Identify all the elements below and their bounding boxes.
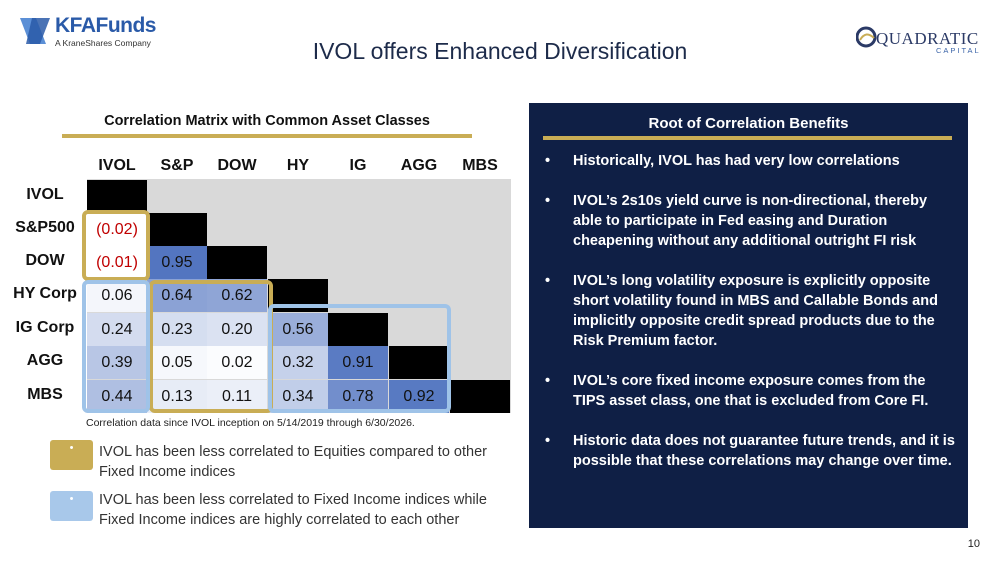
page-number: 10	[967, 538, 980, 550]
benefit-item: IVOL’s long volatility exposure is expli…	[543, 271, 955, 351]
matrix-diagonal-cell	[450, 380, 510, 413]
matrix-cell: (0.01)	[87, 246, 147, 279]
row-header: HY Corp	[13, 285, 77, 302]
column-header: IVOL	[98, 157, 136, 174]
matrix-diagonal-cell	[328, 313, 388, 346]
logo-name: KFAFunds	[55, 13, 157, 37]
legend-text-fixed-income: IVOL has been less correlated to Fixed I…	[99, 492, 487, 528]
matrix-cell: 0.78	[328, 380, 388, 413]
legend-swatch-blue: •	[50, 491, 93, 521]
legend-text-equities: IVOL has been less correlated to Equitie…	[99, 444, 487, 480]
column-header: AGG	[400, 157, 438, 174]
matrix-cell: 0.06	[87, 279, 147, 312]
row-header: DOW	[25, 252, 65, 269]
matrix-diagonal-cell	[147, 213, 207, 246]
matrix-cell: 0.95	[147, 246, 207, 279]
benefit-item: Historically, IVOL has had very low corr…	[543, 151, 955, 171]
row-header: AGG	[26, 352, 64, 369]
row-header: IVOL	[26, 186, 64, 203]
quadratic-capital-logo: QUADRATIC CAPITAL	[856, 26, 981, 54]
quadratic-logo-sub: CAPITAL	[936, 46, 981, 54]
matrix-title: Correlation Matrix with Common Asset Cla…	[104, 113, 430, 129]
matrix-cell: 0.11	[207, 380, 267, 413]
matrix-cell: 0.91	[328, 346, 388, 379]
benefit-item: Historic data does not guarantee future …	[543, 431, 955, 471]
equities-highlight-box	[82, 210, 150, 281]
column-header: HY	[286, 157, 310, 174]
quadratic-logo-name: QUADRATIC	[876, 29, 979, 48]
matrix-cell: 0.56	[268, 313, 328, 346]
row-header: S&P500	[15, 219, 75, 236]
equities-highlight-box-lower	[149, 280, 273, 413]
fi-highlight-box	[268, 304, 451, 413]
matrix-cell: 0.62	[207, 279, 267, 312]
row-header: MBS	[27, 386, 63, 403]
matrix-diagonal-cell	[207, 246, 267, 279]
panel-title-rule	[543, 136, 952, 140]
column-header: IG	[349, 157, 367, 174]
column-header: MBS	[462, 157, 498, 174]
matrix-cell: 0.02	[207, 346, 267, 379]
benefits-list: Historically, IVOL has had very low corr…	[543, 151, 955, 491]
benefit-item: IVOL’s 2s10s yield curve is non-directio…	[543, 191, 955, 251]
matrix-diagonal-cell	[389, 346, 449, 379]
matrix-cell: 0.34	[268, 380, 328, 413]
matrix-diagonal-cell	[87, 180, 147, 213]
legend-bullet: •	[69, 442, 74, 454]
logo-subtitle: A KraneShares Company	[55, 37, 151, 48]
matrix-cell: 0.92	[389, 380, 449, 413]
correlation-benefits-panel: Root of Correlation Benefits Historicall…	[529, 103, 968, 528]
matrix-title-rule	[62, 134, 472, 138]
matrix-cell: (0.02)	[87, 213, 147, 246]
ivol-fi-highlight-box	[82, 280, 150, 413]
legend-swatch-gold: •	[50, 440, 93, 470]
column-header: DOW	[217, 157, 257, 174]
page-title: IVOL offers Enhanced Diversification	[312, 38, 688, 64]
legend-bullet: •	[69, 493, 74, 505]
matrix-cell: 0.64	[147, 279, 207, 312]
matrix-cell: 0.44	[87, 380, 147, 413]
matrix-cell: 0.05	[147, 346, 207, 379]
matrix-footnote: Correlation data since IVOL inception on…	[86, 417, 415, 429]
matrix-cell: 0.24	[87, 313, 147, 346]
benefit-item: IVOL’s core fixed income exposure comes …	[543, 371, 955, 411]
kfa-logo-icon	[20, 18, 50, 44]
kfafunds-logo: KFAFunds A KraneShares Company	[18, 13, 157, 48]
matrix-cell: 0.23	[147, 313, 207, 346]
matrix-cell: 0.32	[268, 346, 328, 379]
matrix-cell: 0.20	[207, 313, 267, 346]
column-header: S&P	[160, 157, 194, 174]
matrix-cell: 0.39	[87, 346, 147, 379]
matrix-cell: 0.13	[147, 380, 207, 413]
row-header: IG Corp	[15, 319, 75, 336]
panel-title: Root of Correlation Benefits	[648, 115, 849, 132]
